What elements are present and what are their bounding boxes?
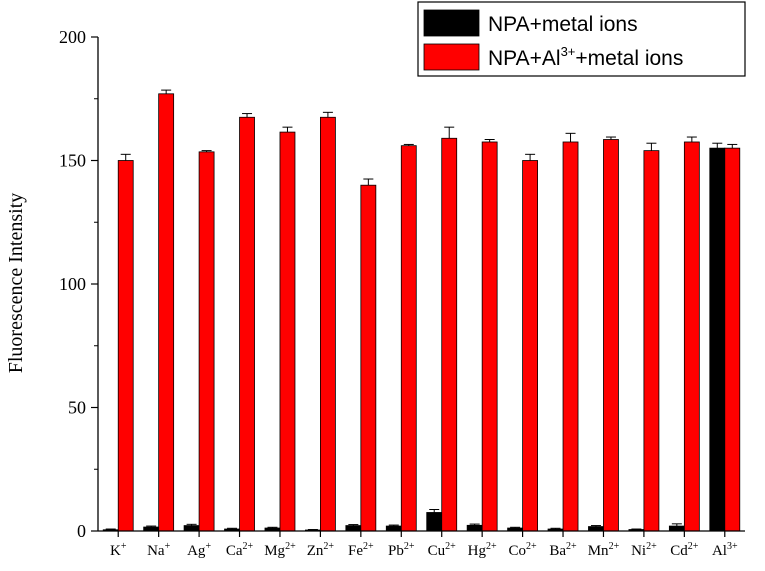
y-tick-label: 50 <box>68 398 86 418</box>
x-tick-label: Ca2+ <box>226 541 254 559</box>
error-bar-s1-9 <box>429 509 440 513</box>
y-tick-label: 0 <box>77 521 86 541</box>
error-bar-s1-2 <box>146 525 157 528</box>
bar-s2-11 <box>522 160 538 532</box>
error-bar-s2-6 <box>322 111 333 118</box>
plot-area: 0 50 100 150 200 K+ Na+ Ag+ Ca2+ Mg2+ Zn2+ Fe2+ Pb2+… <box>59 27 745 559</box>
bar-s2-16 <box>724 147 741 532</box>
x-tick-label: Mg2+ <box>264 541 296 559</box>
error-bar-s2-13 <box>605 136 616 140</box>
bar-s2-3 <box>198 151 215 532</box>
x-tick-label: Zn2+ <box>307 541 335 559</box>
x-tick-label: Na+ <box>147 541 171 559</box>
y-axis-title: Fluorescence Intensity <box>5 193 27 374</box>
bar-s2-13 <box>603 139 619 532</box>
error-bar-s2-5 <box>282 126 293 133</box>
error-bar-s1-10 <box>469 523 480 526</box>
bar-s2-5 <box>279 131 296 532</box>
bar-s2-12 <box>562 141 579 532</box>
error-bar-s2-3 <box>201 150 212 152</box>
bar-s1-15 <box>668 525 685 532</box>
bar-s2-7 <box>360 184 377 532</box>
y-tick-label: 200 <box>59 27 86 47</box>
error-bar-s2-12 <box>565 132 576 142</box>
bar-s2-1 <box>117 160 134 532</box>
legend: NPA+metal ions NPA+Al3++metal ions <box>417 1 746 77</box>
x-tick-label: Fe2+ <box>348 541 374 559</box>
x-tick-label: Pb2+ <box>388 541 415 559</box>
bar-s1-7 <box>345 525 362 532</box>
error-bar-s2-14 <box>646 142 657 151</box>
error-bar-s2-8 <box>403 143 414 146</box>
error-bar-s2-10 <box>484 139 495 142</box>
bar-s2-14 <box>643 150 660 532</box>
bar-s2-4 <box>239 116 255 532</box>
legend-swatch-2 <box>423 43 480 71</box>
bar-s1-10 <box>466 524 483 532</box>
x-tick-label: K+ <box>110 541 127 559</box>
error-bar-s1-13 <box>590 525 601 527</box>
x-tick-label: Mn2+ <box>588 541 620 559</box>
error-bar-s1-8 <box>388 524 399 527</box>
error-bar-s1-3 <box>186 523 197 526</box>
error-bar-s1-4 <box>227 527 238 530</box>
x-tick-label: Co2+ <box>509 541 538 559</box>
bar-s1-16 <box>709 147 726 532</box>
error-bar-s2-2 <box>161 89 172 94</box>
x-tick-label: Ni2+ <box>631 541 657 559</box>
bar-s1-3 <box>183 525 200 532</box>
error-bar-s2-16 <box>727 143 738 149</box>
y-tick-label: 100 <box>59 274 86 294</box>
x-tick-label: Cu2+ <box>428 541 457 559</box>
error-bar-s2-7 <box>363 178 374 186</box>
bar-s2-10 <box>481 141 498 532</box>
error-bar-s2-11 <box>525 153 536 161</box>
error-bar-s1-12 <box>550 527 561 530</box>
error-bar-s1-11 <box>510 526 521 529</box>
legend-label-1: NPA+metal ions <box>488 13 638 36</box>
error-bar-s2-4 <box>242 113 253 118</box>
bar-s1-9 <box>426 512 443 532</box>
legend-swatch-1 <box>423 9 480 37</box>
x-tick-label: Al3+ <box>712 541 738 559</box>
x-tick-label: Ag+ <box>187 541 211 559</box>
bar-s2-2 <box>158 93 175 532</box>
legend-label-2: NPA+Al3++metal ions <box>488 44 683 70</box>
error-bar-s1-5 <box>267 526 278 529</box>
error-bar-s2-9 <box>444 126 455 139</box>
x-tick-label: Ba2+ <box>549 541 577 559</box>
x-tick-label: Hg2+ <box>468 541 497 559</box>
error-bar-s2-15 <box>686 136 697 142</box>
x-tick-label: Cd2+ <box>670 541 699 559</box>
error-bar-s2-1 <box>120 153 131 161</box>
error-bar-s1-7 <box>348 524 359 526</box>
bar-s2-6 <box>320 116 336 532</box>
bar-s2-15 <box>683 141 700 532</box>
error-bar-s1-1 <box>105 528 116 530</box>
error-bar-s1-15 <box>671 523 682 527</box>
bar-s1-13 <box>588 526 604 532</box>
y-tick-label: 150 <box>59 151 86 171</box>
bar-s2-9 <box>441 137 458 532</box>
bar-s1-8 <box>385 525 402 532</box>
error-bar-s1-16 <box>712 142 723 149</box>
bar-s2-8 <box>400 145 417 532</box>
